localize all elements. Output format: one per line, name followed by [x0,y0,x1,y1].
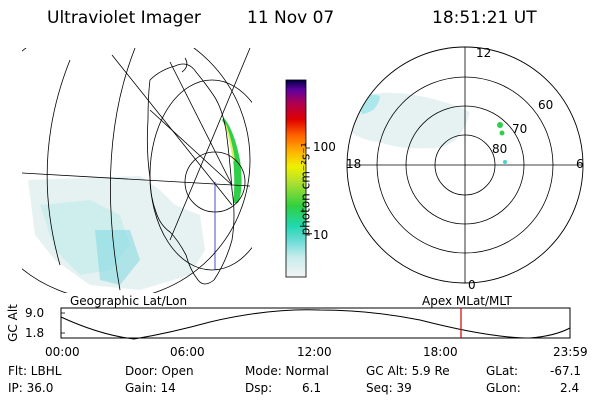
glon-label: GLon: [486,381,521,395]
seq-info: Seq: 39 [366,381,412,395]
dsp-label: Dsp: [245,381,273,395]
door-info: Door: Open [125,364,194,378]
mlat-label-80: 80 [492,142,508,156]
dsp-value: 6.1 [302,381,322,395]
color-bar [285,79,310,278]
geographic-projection-label: Geographic Lat/Lon [70,294,188,308]
mlt-label-6: 6 [576,157,584,171]
mlt-label-0: 0 [468,278,476,292]
mlat-label-70: 70 [512,122,528,136]
altitude-axis-title: GC Alt [5,304,20,342]
altitude-tick-low: 1.8 [25,326,45,340]
mlt-label-12: 12 [476,46,492,60]
date-label: 11 Nov 07 [247,8,335,28]
mlt-label-18: 18 [346,157,362,171]
ip-info: IP: 36.0 [8,381,54,395]
gain-info: Gain: 14 [125,381,176,395]
time-label: 18:51:21 UT [432,8,537,28]
glon-value: 2.4 [560,381,580,395]
altitude-plot [60,307,571,340]
polar-plot [346,46,584,284]
time-tick-1200: 12:00 [297,345,332,359]
colorbar-tick-100: 100 [313,140,336,154]
time-tick-0600: 06:00 [170,345,205,359]
apex-projection-label: Apex MLat/MLT [422,294,512,308]
time-tick-0000: 00:00 [45,345,80,359]
gcalt-info: GC Alt: 5.9 Re [366,364,450,378]
geographic-map [22,48,252,293]
time-tick-2359: 23:59 [553,345,588,359]
mode-info: Mode: Normal [245,364,329,378]
colorbar-tick-10: 10 [313,228,329,242]
glat-label: GLat: [486,364,519,378]
glat-value: -67.1 [550,364,582,378]
instrument-title: Ultraviolet Imager [47,8,201,28]
mlat-label-60: 60 [538,98,554,112]
altitude-tick-high: 9.0 [25,306,45,320]
time-tick-1800: 18:00 [423,345,458,359]
flt-info: Flt: LBHL [8,364,62,378]
colorbar-unit-label: photon cm⁻²s⁻¹ [298,142,313,236]
